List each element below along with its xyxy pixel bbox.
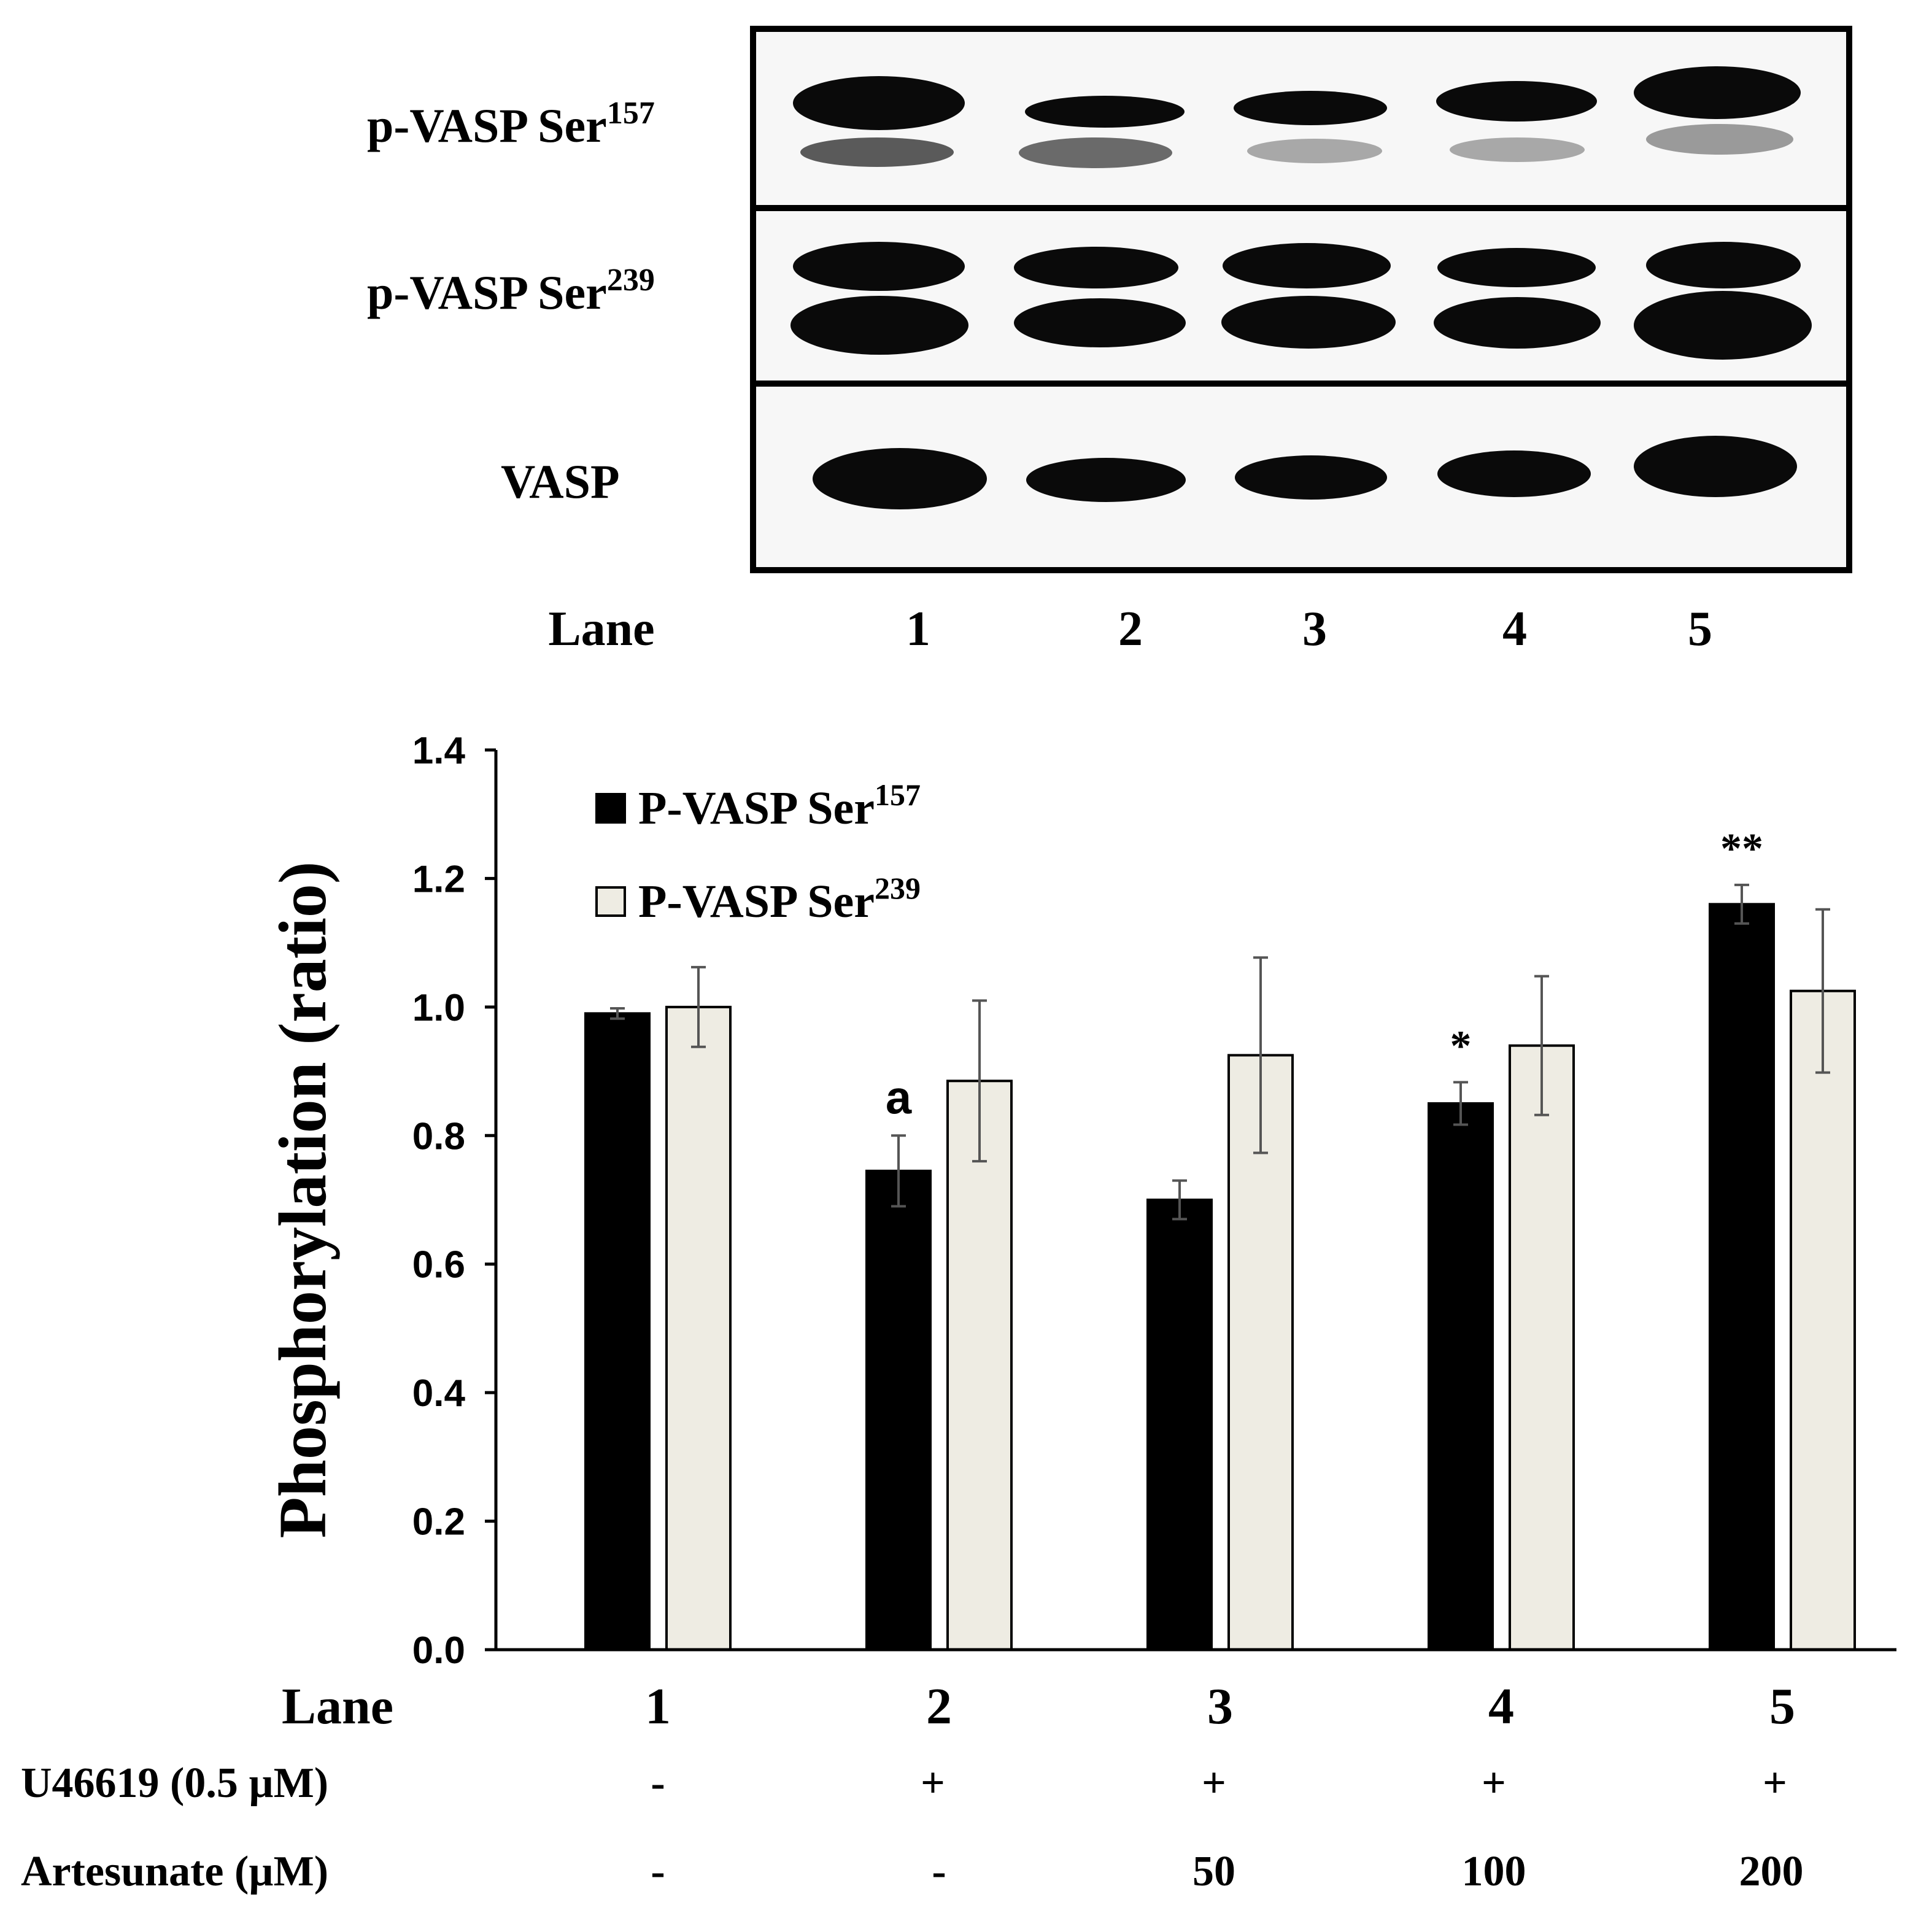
bar — [665, 1005, 732, 1651]
blot-lane-label: Lane — [548, 602, 655, 656]
condition-value: 100 — [1461, 1848, 1526, 1895]
blot-band — [1019, 137, 1172, 168]
legend-label-sup: 157 — [875, 778, 921, 812]
blot-band — [1634, 291, 1812, 360]
bar — [1790, 989, 1856, 1651]
bar — [584, 1012, 651, 1651]
blot-band — [813, 448, 987, 509]
blot-band — [1450, 137, 1585, 162]
condition-value: 200 — [1739, 1848, 1804, 1895]
western-blot-image — [750, 26, 1852, 573]
blot-band — [1026, 458, 1186, 502]
condition-label-artesunate: Artesunate (µM) — [21, 1848, 329, 1895]
blot-band — [790, 296, 968, 355]
blot-lane-number: 5 — [1688, 602, 1712, 656]
blot-band — [1223, 243, 1391, 288]
y-tick-label: 0.8 — [412, 1115, 465, 1157]
blot-band — [1014, 247, 1178, 288]
blot-row-label-base: p-VASP Ser — [367, 266, 607, 319]
bar — [1509, 1044, 1575, 1651]
y-tick-label: 0.4 — [412, 1372, 466, 1415]
legend-swatch — [595, 793, 626, 824]
x-tick-label: 1 — [645, 1678, 671, 1731]
significance-marker: ** — [1720, 825, 1763, 873]
blot-band — [1014, 298, 1186, 347]
y-tick-label: 0.6 — [412, 1244, 465, 1286]
bar — [1227, 1054, 1294, 1651]
blot-row-label-vasp: VASP — [501, 454, 620, 509]
blot-lane-number: 2 — [1118, 602, 1143, 656]
bar — [1709, 903, 1775, 1651]
significance-marker: a — [886, 1072, 912, 1124]
blot-band — [1025, 96, 1185, 128]
bar — [1146, 1199, 1213, 1651]
blot-band — [1434, 297, 1601, 349]
condition-label-u46619: U46619 (0.5 µM) — [21, 1760, 329, 1807]
condition-value: + — [1202, 1760, 1226, 1807]
blot-band — [800, 137, 954, 167]
bar-chart: 0.0 0.2 0.4 0.6 0.8 1.0 1.2 1.4 Phosphorylation … — [265, 730, 1896, 1731]
legend-swatch — [595, 886, 626, 917]
legend-label-sup: 239 — [875, 871, 921, 905]
blot-band — [1437, 248, 1596, 287]
blot-band — [1235, 455, 1387, 500]
y-tick-label: 0.0 — [412, 1629, 465, 1672]
blot-band — [1437, 450, 1591, 497]
condition-value: - — [932, 1848, 946, 1895]
condition-value: + — [1482, 1760, 1506, 1807]
blot-band — [1436, 81, 1597, 122]
blot-band — [1634, 436, 1797, 497]
blot-row-label-ser239: p-VASP Ser239 — [367, 265, 655, 320]
blot-band — [1646, 124, 1793, 155]
blot-row-label-sup: 239 — [606, 263, 655, 298]
condition-value: 50 — [1192, 1848, 1235, 1895]
y-tick-label: 1.2 — [412, 858, 465, 900]
blot-panel-ser239 — [756, 211, 1846, 381]
condition-value: - — [651, 1760, 665, 1807]
condition-value: + — [1763, 1760, 1787, 1807]
y-tick-label: 0.2 — [412, 1501, 465, 1544]
blot-panel-ser157 — [756, 32, 1846, 205]
blot-panel-vasp — [756, 387, 1846, 567]
x-tick-label: 5 — [1769, 1678, 1795, 1731]
blot-band — [1247, 139, 1382, 163]
blot-divider — [756, 205, 1846, 211]
y-tick-label: 1.4 — [412, 730, 466, 772]
y-tick-label: 1.0 — [412, 987, 465, 1029]
blot-lane-number: 1 — [906, 602, 930, 656]
blot-row-label-sup: 157 — [606, 96, 655, 131]
blot-band — [1634, 66, 1801, 119]
blot-band — [1646, 242, 1801, 288]
blot-band — [793, 242, 965, 291]
significance-marker: * — [1450, 1022, 1472, 1070]
x-tick-label: 4 — [1488, 1678, 1514, 1731]
blot-divider — [756, 381, 1846, 387]
blot-row-label-base: VASP — [501, 455, 620, 508]
legend-label-base: P-VASP Ser — [638, 782, 875, 834]
x-axis-label: Lane — [282, 1678, 393, 1731]
legend-label: P-VASP Ser239 — [638, 871, 921, 927]
blot-lane-number: 3 — [1302, 602, 1327, 656]
blot-row-label-ser157: p-VASP Ser157 — [367, 98, 655, 153]
blot-row-label-base: p-VASP Ser — [367, 99, 607, 152]
condition-value: + — [921, 1760, 945, 1807]
condition-value: - — [651, 1848, 665, 1895]
blot-band — [1221, 296, 1396, 349]
bar — [946, 1080, 1013, 1651]
blot-lane-number: 4 — [1502, 602, 1527, 656]
x-tick-label: 2 — [926, 1678, 952, 1731]
bar — [865, 1169, 932, 1651]
legend-label-base: P-VASP Ser — [638, 876, 875, 927]
legend-label: P-VASP Ser157 — [638, 778, 921, 834]
bar — [1428, 1102, 1494, 1651]
y-axis-label: Phosphorylation (ratio) — [265, 861, 340, 1538]
blot-band — [1234, 91, 1387, 125]
x-tick-label: 3 — [1207, 1678, 1233, 1731]
blot-band — [793, 76, 965, 130]
